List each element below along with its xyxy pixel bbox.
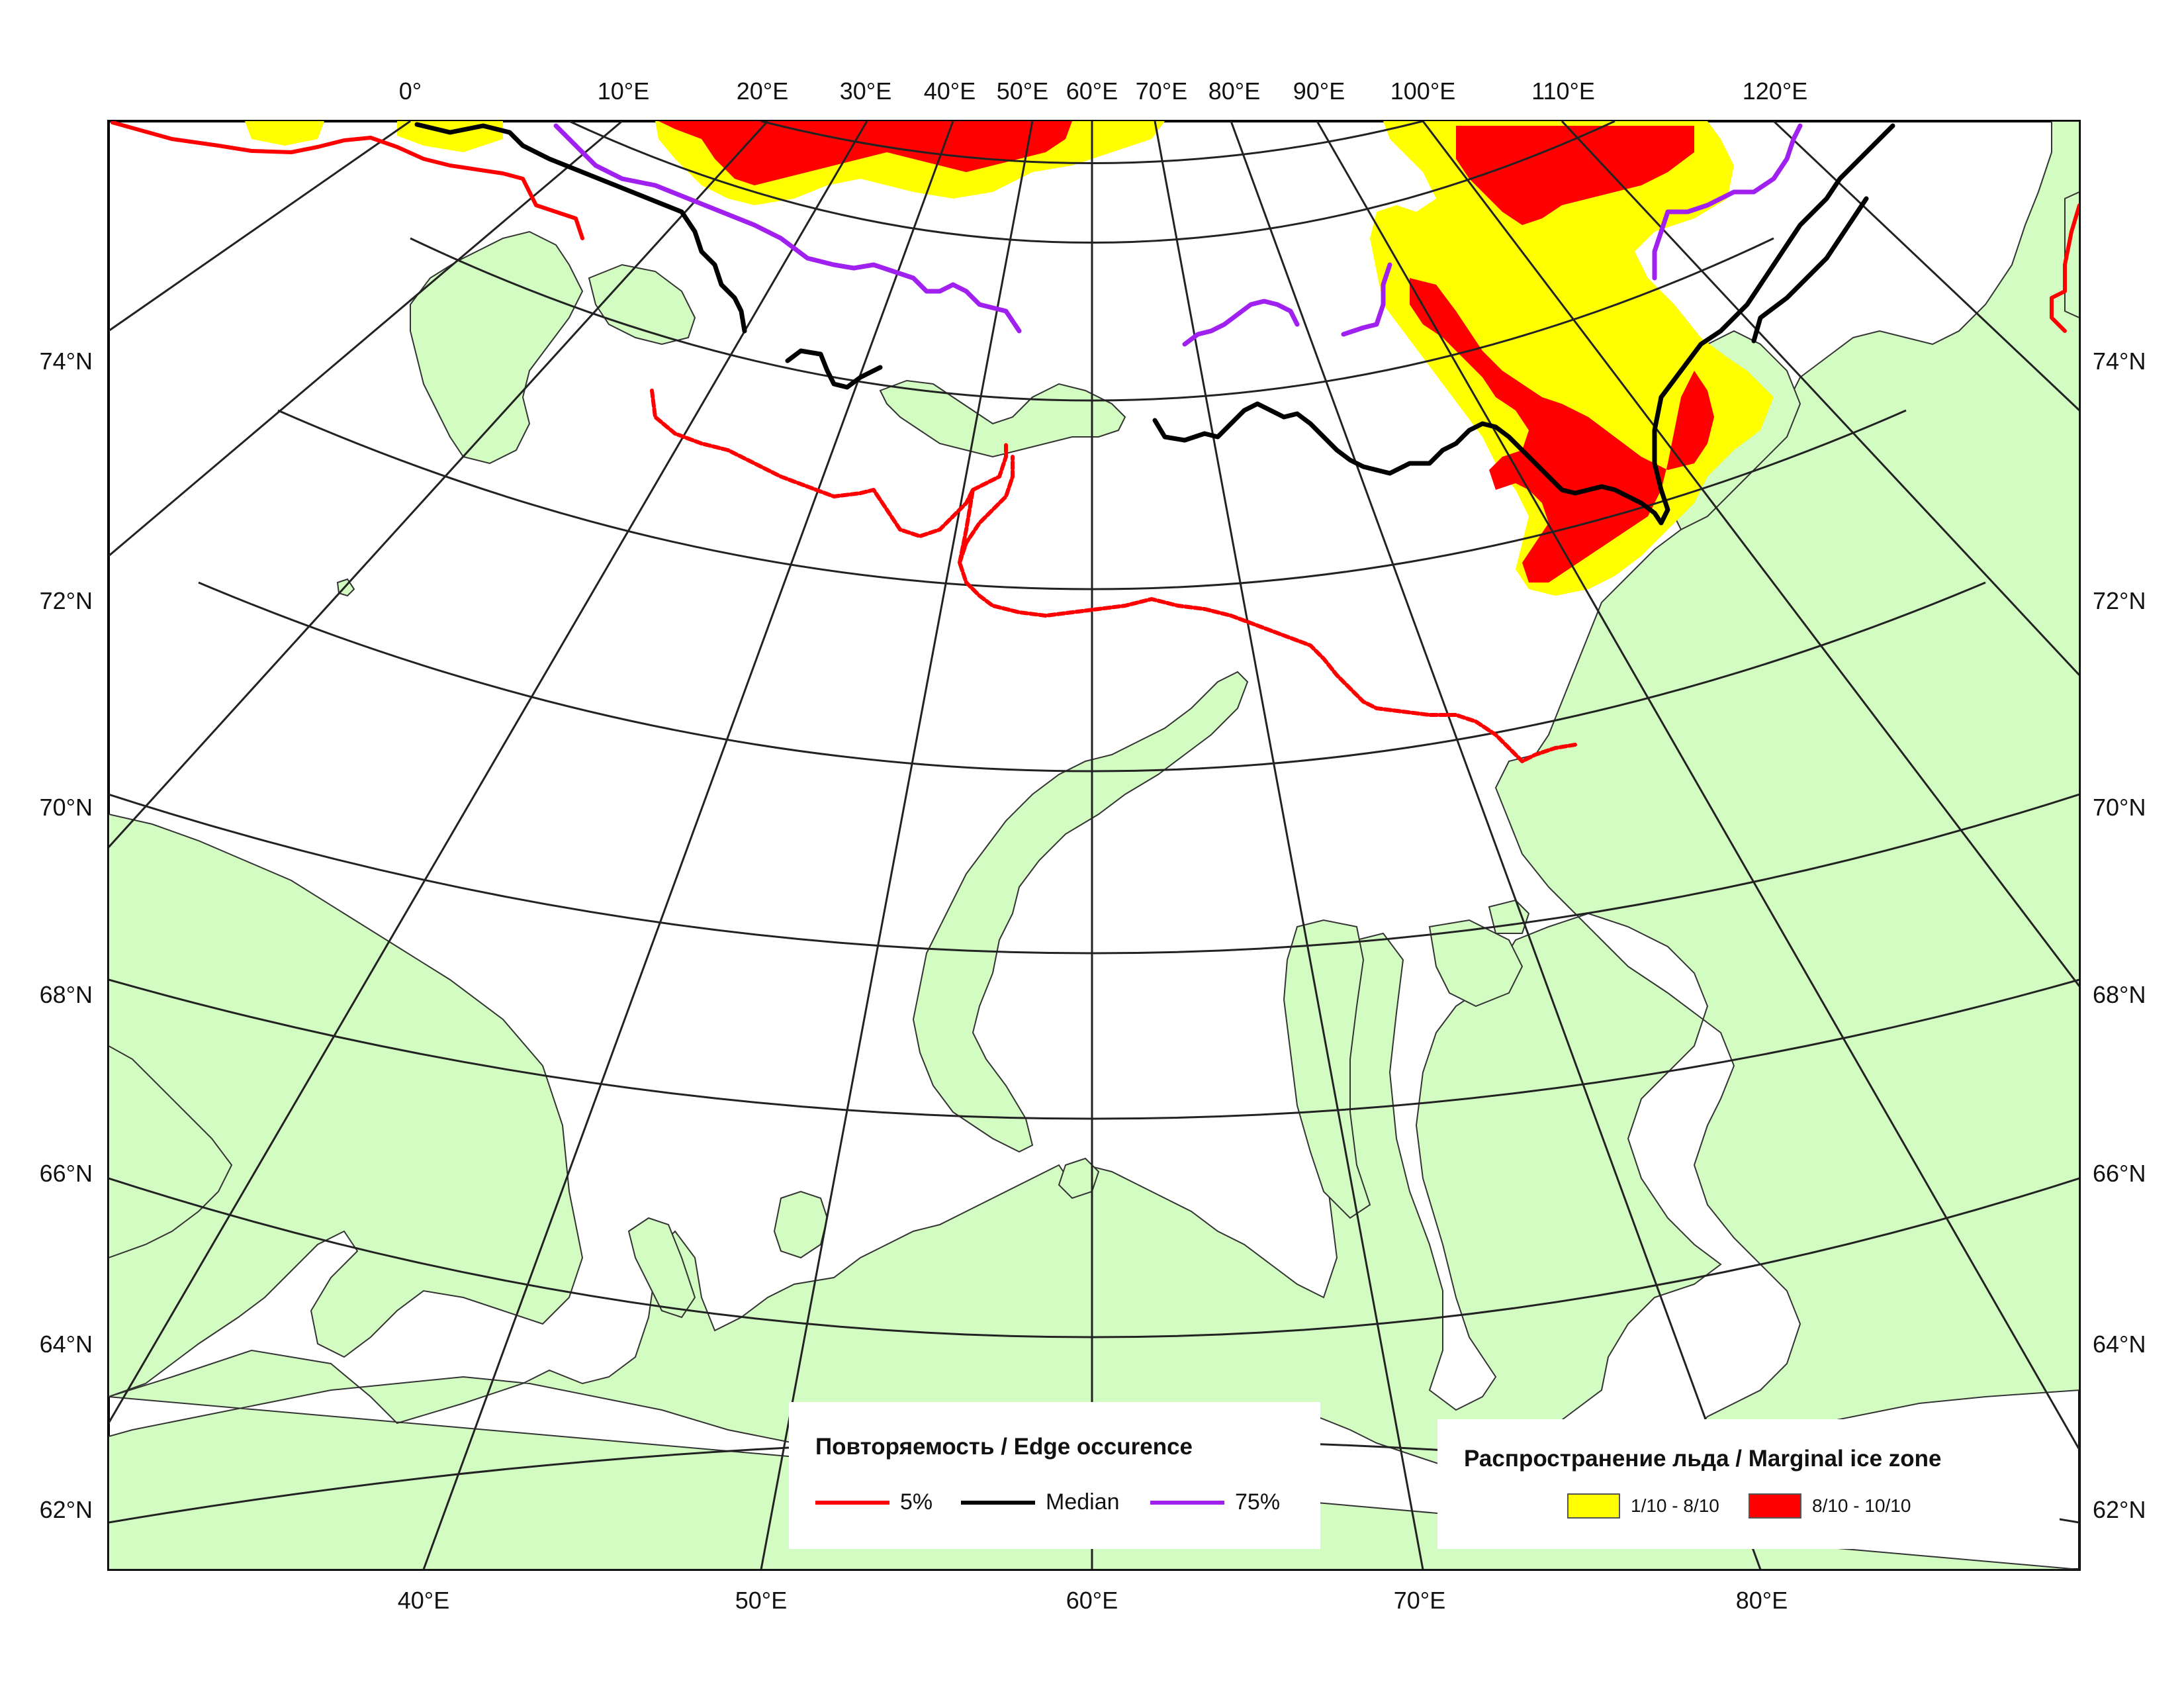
legend-ice-item-high: 8/10 - 10/10 bbox=[1749, 1493, 1911, 1519]
legend-edge-occurrence: Повторяемость / Edge occurence 5% Median… bbox=[789, 1402, 1320, 1549]
meridian-90 bbox=[1316, 121, 2079, 1450]
top-lon-label: 40°E bbox=[924, 77, 976, 105]
ice-low-kara-ne bbox=[1370, 121, 1774, 596]
left-lat-label: 70°N bbox=[40, 794, 93, 821]
land-svalbard bbox=[410, 230, 584, 465]
legend-marginal-ice-zone: Распространение льда / Marginal ice zone… bbox=[1437, 1419, 2060, 1549]
top-lon-label: 10°E bbox=[598, 77, 649, 105]
land-south-coast bbox=[109, 121, 2079, 1570]
meridian-30 bbox=[109, 121, 868, 1424]
edge-5-branch bbox=[958, 442, 1015, 565]
meridian-50 bbox=[760, 121, 1034, 1570]
meridian-20 bbox=[109, 121, 769, 849]
edge-75-mid bbox=[1182, 299, 1300, 347]
right-lat-label: 68°N bbox=[2093, 981, 2146, 1008]
left-lat-label: 72°N bbox=[40, 587, 93, 614]
meridian-110 bbox=[1561, 121, 2079, 677]
land-kolguev-island bbox=[773, 1190, 829, 1259]
meridian-40 bbox=[422, 121, 954, 1570]
bottom-lon-label: 60°E bbox=[1066, 1587, 1118, 1614]
edge-75-ne bbox=[1652, 123, 1803, 281]
legend-ice-high-swatch bbox=[1749, 1493, 1801, 1519]
land-gydan-peninsula bbox=[1428, 919, 1524, 1008]
left-lat-label: 62°N bbox=[40, 1496, 93, 1523]
bottom-lon-labels: 40°E 50°E 60°E 70°E 80°E bbox=[398, 1587, 1788, 1614]
right-lat-labels: 74°N 72°N 70°N 68°N 66°N 64°N 62°N bbox=[2093, 348, 2146, 1523]
legend-edge-item-median: Median bbox=[961, 1489, 1120, 1515]
legend-ice-title: Распространение льда / Marginal ice zone bbox=[1464, 1446, 1942, 1472]
meridian-100 bbox=[1422, 121, 2079, 987]
meridian-10 bbox=[109, 121, 623, 557]
bottom-lon-label: 70°E bbox=[1394, 1587, 1445, 1614]
land-novaya-zemlya bbox=[912, 671, 1249, 1153]
legend-edge-label-5: 5% bbox=[900, 1489, 933, 1515]
bottom-lon-label: 40°E bbox=[398, 1587, 449, 1614]
legend-edge-item-5: 5% bbox=[815, 1489, 933, 1515]
legend-edge-label-median: Median bbox=[1046, 1489, 1120, 1515]
legend-ice-item-low: 1/10 - 8/10 bbox=[1567, 1493, 1719, 1519]
ice-high-kara bbox=[1456, 126, 1694, 225]
land-kola-inner bbox=[109, 1045, 233, 1259]
ice-high-kara-main bbox=[1410, 278, 1714, 583]
edge-median-ne bbox=[1751, 196, 1869, 344]
right-lat-label: 62°N bbox=[2093, 1496, 2146, 1523]
top-lon-label: 110°E bbox=[1531, 77, 1595, 105]
top-lon-label: 0° bbox=[399, 77, 422, 105]
top-lon-label: 50°E bbox=[997, 77, 1048, 105]
edge-lines bbox=[111, 121, 2079, 763]
ice-zone-high bbox=[659, 121, 1714, 583]
edge-75-west bbox=[553, 123, 1022, 334]
legend-line-median-swatch bbox=[961, 1500, 1035, 1505]
top-lon-label: 100°E bbox=[1390, 77, 1455, 105]
bottom-lon-label: 50°E bbox=[735, 1587, 787, 1614]
top-lon-label: 120°E bbox=[1743, 77, 1807, 105]
land-yamal-peninsula bbox=[1283, 919, 1371, 1219]
edge-5-main bbox=[650, 389, 1577, 763]
edge-75-kara bbox=[1341, 262, 1392, 337]
top-lon-label: 70°E bbox=[1136, 77, 1187, 105]
land-kanin-peninsula bbox=[627, 1217, 696, 1319]
meridian-70 bbox=[1154, 121, 1424, 1570]
left-lat-labels: 74°N 72°N 70°N 68°N 66°N 64°N 62°N bbox=[40, 348, 93, 1523]
right-lat-label: 70°N bbox=[2093, 794, 2146, 821]
edge-median-kara bbox=[1152, 123, 1895, 526]
edge-5-west bbox=[111, 121, 584, 240]
legend-edge-label-75: 75% bbox=[1235, 1489, 1281, 1515]
right-lat-label: 64°N bbox=[2093, 1331, 2146, 1358]
legend-ice-low-swatch bbox=[1567, 1493, 1620, 1519]
ice-high-top bbox=[659, 121, 1072, 185]
top-lon-label: 80°E bbox=[1208, 77, 1260, 105]
left-lat-label: 68°N bbox=[40, 981, 93, 1008]
left-lat-label: 64°N bbox=[40, 1331, 93, 1358]
top-lon-label: 90°E bbox=[1293, 77, 1345, 105]
graticule bbox=[109, 121, 2079, 1570]
edge-median-west bbox=[414, 122, 747, 334]
meridian-80 bbox=[1230, 121, 1762, 1570]
legend-line-75-swatch bbox=[1150, 1500, 1224, 1505]
right-lat-label: 72°N bbox=[2093, 587, 2146, 614]
meridian-0 bbox=[109, 121, 411, 332]
legend-edge-title: Повторяемость / Edge occurence bbox=[815, 1434, 1193, 1460]
ice-low-top-left bbox=[245, 121, 324, 146]
legend-ice-label-low: 1/10 - 8/10 bbox=[1631, 1495, 1719, 1516]
left-lat-label: 66°N bbox=[40, 1160, 93, 1187]
bottom-lon-label: 80°E bbox=[1736, 1587, 1788, 1614]
legend-ice-label-high: 8/10 - 10/10 bbox=[1812, 1495, 1911, 1516]
legend-edge-item-75: 75% bbox=[1150, 1489, 1280, 1515]
top-lon-label: 30°E bbox=[840, 77, 891, 105]
edge-median-mid bbox=[785, 348, 883, 390]
edge-5-ne bbox=[2050, 203, 2079, 333]
top-lon-label: 20°E bbox=[737, 77, 788, 105]
right-lat-label: 66°N bbox=[2093, 1160, 2146, 1187]
right-lat-label: 74°N bbox=[2093, 348, 2146, 375]
top-lon-labels: 0° 10°E 20°E 30°E 40°E 50°E 60°E 70°E 80… bbox=[399, 77, 1807, 105]
legend-line-5-swatch bbox=[815, 1500, 889, 1505]
meridian-120 bbox=[1772, 121, 2079, 412]
top-lon-label: 60°E bbox=[1066, 77, 1118, 105]
left-lat-label: 74°N bbox=[40, 348, 93, 375]
